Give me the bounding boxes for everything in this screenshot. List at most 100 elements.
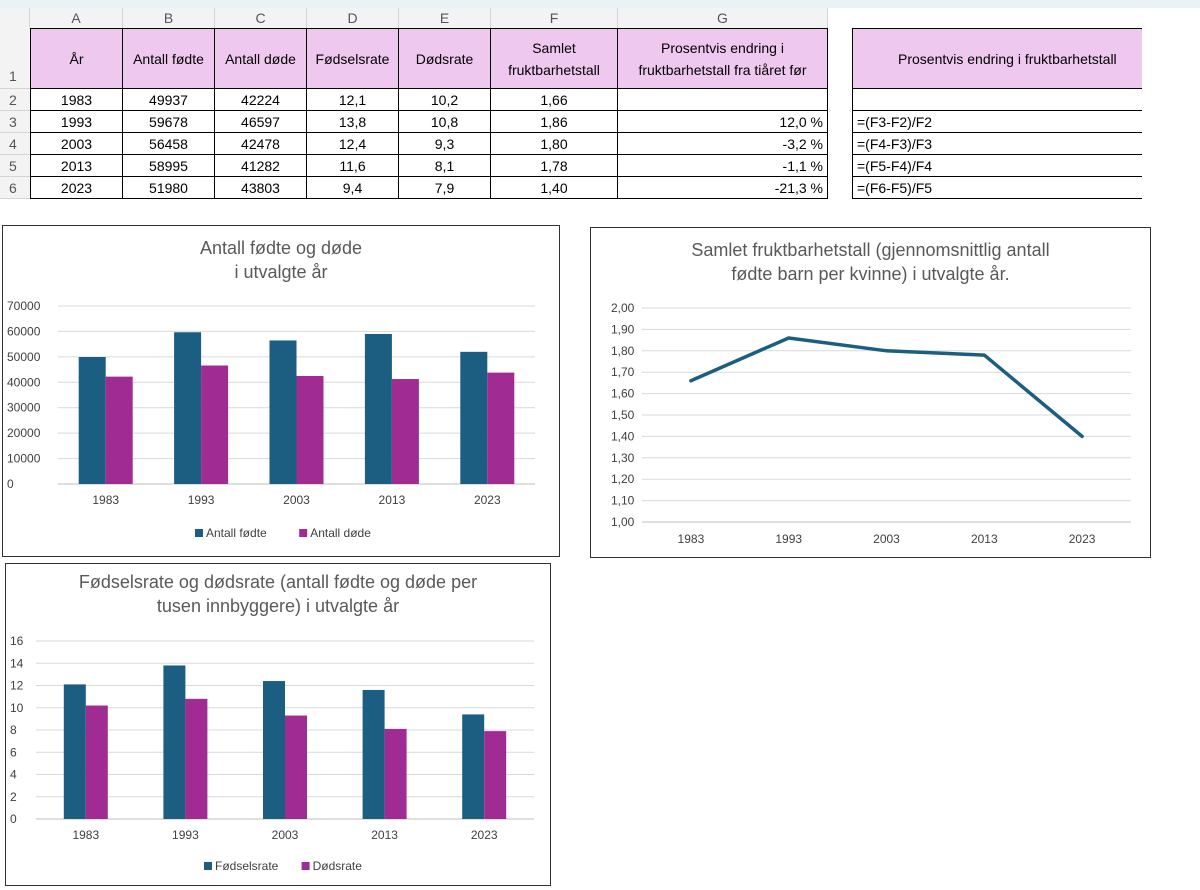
y-tick-label: 8 bbox=[10, 723, 17, 737]
chart2-plot: 1,00 1,10 1,20 1,30 1,40 1,50 1,60 1,70 1,80 1,90… bbox=[611, 301, 1131, 546]
chart3-title-line2: tusen innbyggere) i utvalgte år bbox=[156, 596, 400, 616]
cell-births[interactable]: 58995 bbox=[123, 155, 215, 177]
x-tick-label: 2013 bbox=[971, 532, 998, 546]
bar-fødselsrate bbox=[63, 684, 86, 819]
y-tick-label: 1,10 bbox=[611, 494, 635, 508]
chart1-plot: 0 10000 20000 30000 40000 50000 60000 70000 1983… bbox=[7, 299, 535, 540]
cell-deathrate[interactable]: 9,3 bbox=[399, 133, 491, 155]
cell-deaths[interactable]: 41282 bbox=[215, 155, 307, 177]
chart-births-deaths[interactable]: Antall fødte og døde i utvalgte år 0 1000… bbox=[2, 225, 560, 557]
chart-fertility[interactable]: Samlet fruktbarhetstall (gjennomsnittlig… bbox=[590, 227, 1151, 558]
y-tick-label: 1,80 bbox=[611, 344, 635, 358]
cell-births[interactable]: 56458 bbox=[123, 133, 215, 155]
cell-deathrate[interactable]: 10,8 bbox=[399, 111, 491, 133]
x-tick-label: 2013 bbox=[379, 493, 406, 507]
chart3-plot: 0 2 4 6 8 10 12 14 16 1983 1993 2003 2013 2023 Fødsels… bbox=[10, 634, 534, 873]
cell-deathrate[interactable]: 8,1 bbox=[399, 155, 491, 177]
column-header-d[interactable]: D bbox=[307, 8, 399, 28]
row-header-3[interactable]: 3 bbox=[0, 111, 30, 133]
cell-birthrate[interactable]: 13,8 bbox=[307, 111, 399, 133]
cell-birthrate[interactable]: 12,1 bbox=[307, 89, 399, 111]
y-tick-label: 1,00 bbox=[611, 515, 635, 529]
column-header-e[interactable]: E bbox=[399, 8, 491, 28]
row-header-6[interactable]: 6 bbox=[0, 177, 30, 199]
side-table-header[interactable]: Prosentvis endring i fruktbarhetstall bbox=[852, 28, 1142, 89]
cell-births[interactable]: 51980 bbox=[123, 177, 215, 199]
cell-deaths[interactable]: 42224 bbox=[215, 89, 307, 111]
cell-year[interactable]: 1983 bbox=[30, 89, 123, 111]
cell-change[interactable]: 12,0 % bbox=[618, 111, 828, 133]
cell-birthrate[interactable]: 12,4 bbox=[307, 133, 399, 155]
cell-year[interactable]: 2023 bbox=[30, 177, 123, 199]
cell-births[interactable]: 59678 bbox=[123, 111, 215, 133]
y-tick-label: 1,30 bbox=[611, 451, 635, 465]
y-tick-label: 1,90 bbox=[611, 322, 635, 336]
y-tick-label: 10000 bbox=[7, 452, 41, 466]
header-cell-year[interactable]: År bbox=[30, 28, 123, 89]
header-cell-deathrate[interactable]: Dødsrate bbox=[399, 28, 491, 89]
header-fertility-line1: Samlet bbox=[532, 39, 576, 56]
side-formula-cell[interactable]: =(F4-F3)/F3 bbox=[852, 133, 1142, 155]
side-formula-cell[interactable] bbox=[852, 89, 1142, 111]
cell-fertility[interactable]: 1,66 bbox=[491, 89, 618, 111]
column-header-a[interactable]: A bbox=[30, 8, 123, 28]
bar-antall-fødte bbox=[460, 351, 488, 484]
legend-swatch bbox=[301, 862, 310, 870]
cell-births[interactable]: 49937 bbox=[123, 89, 215, 111]
header-cell-fertility[interactable]: Samlet fruktbarhetstall bbox=[491, 28, 618, 89]
cell-deaths[interactable]: 43803 bbox=[215, 177, 307, 199]
cell-birthrate[interactable]: 9,4 bbox=[307, 177, 399, 199]
column-header-b[interactable]: B bbox=[123, 8, 215, 28]
y-tick-label: 1,50 bbox=[611, 408, 635, 422]
legend-label: Fødselsrate bbox=[215, 859, 279, 873]
bar-fødselsrate bbox=[163, 665, 186, 819]
bar-dødsrate bbox=[484, 731, 507, 819]
bar-fødselsrate bbox=[462, 714, 485, 819]
row-header-5[interactable]: 5 bbox=[0, 155, 30, 177]
cell-birthrate[interactable]: 11,6 bbox=[307, 155, 399, 177]
cell-change[interactable]: -3,2 % bbox=[618, 133, 828, 155]
bar-antall-fødte bbox=[269, 340, 297, 484]
bar-antall-døde bbox=[487, 372, 515, 484]
cell-change[interactable] bbox=[618, 89, 828, 111]
cell-year[interactable]: 2013 bbox=[30, 155, 123, 177]
legend-swatch bbox=[299, 529, 308, 537]
bar-antall-fødte bbox=[174, 332, 202, 484]
side-formula-cell[interactable]: =(F3-F2)/F2 bbox=[852, 111, 1142, 133]
column-header-f[interactable]: F bbox=[491, 8, 618, 28]
cell-deathrate[interactable]: 7,9 bbox=[399, 177, 491, 199]
x-tick-label: 2003 bbox=[283, 493, 310, 507]
chart-rates[interactable]: Fødselsrate og dødsrate (antall fødte og… bbox=[5, 563, 551, 886]
select-all-corner[interactable] bbox=[0, 8, 30, 28]
cell-fertility[interactable]: 1,40 bbox=[491, 177, 618, 199]
header-cell-change[interactable]: Prosentvis endring i fruktbarhetstall fr… bbox=[618, 28, 828, 89]
row-header-2[interactable]: 2 bbox=[0, 89, 30, 111]
x-tick-label: 1983 bbox=[678, 532, 705, 546]
header-cell-births[interactable]: Antall fødte bbox=[123, 28, 215, 89]
header-change-line1: Prosentvis endring i bbox=[661, 39, 784, 56]
header-cell-deaths[interactable]: Antall døde bbox=[215, 28, 307, 89]
cell-change[interactable]: -21,3 % bbox=[618, 177, 828, 199]
y-tick-label: 16 bbox=[10, 634, 24, 648]
side-formula-cell[interactable]: =(F5-F4)/F4 bbox=[852, 155, 1142, 177]
chart2-title: Samlet fruktbarhetstall (gjennomsnittlig… bbox=[591, 238, 1150, 286]
y-tick-label: 20000 bbox=[7, 426, 41, 440]
column-header-g[interactable]: G bbox=[618, 8, 828, 28]
header-cell-birthrate[interactable]: Fødselsrate bbox=[307, 28, 399, 89]
bar-antall-døde bbox=[105, 376, 133, 484]
cell-change[interactable]: -1,1 % bbox=[618, 155, 828, 177]
cell-deathrate[interactable]: 10,2 bbox=[399, 89, 491, 111]
side-formula-cell[interactable]: =(F6-F5)/F5 bbox=[852, 177, 1142, 199]
cell-fertility[interactable]: 1,78 bbox=[491, 155, 618, 177]
cell-deaths[interactable]: 42478 bbox=[215, 133, 307, 155]
cell-fertility[interactable]: 1,86 bbox=[491, 111, 618, 133]
cell-year[interactable]: 1993 bbox=[30, 111, 123, 133]
column-header-c[interactable]: C bbox=[215, 8, 307, 28]
row-header-1[interactable]: 1 bbox=[0, 28, 30, 89]
y-tick-label: 60000 bbox=[7, 324, 41, 338]
cell-deaths[interactable]: 46597 bbox=[215, 111, 307, 133]
cell-fertility[interactable]: 1,80 bbox=[491, 133, 618, 155]
y-tick-label: 30000 bbox=[7, 401, 41, 415]
row-header-4[interactable]: 4 bbox=[0, 133, 30, 155]
cell-year[interactable]: 2003 bbox=[30, 133, 123, 155]
